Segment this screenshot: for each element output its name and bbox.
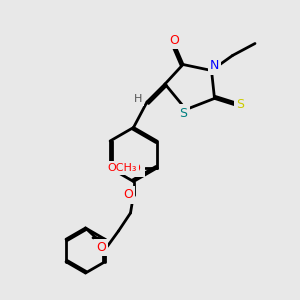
Text: O: O <box>169 34 179 47</box>
Text: S: S <box>236 98 244 112</box>
Text: N: N <box>210 59 219 73</box>
Text: O: O <box>96 241 106 254</box>
Text: OCH₃: OCH₃ <box>108 163 137 173</box>
Text: O: O <box>123 188 133 202</box>
Text: H: H <box>134 94 142 104</box>
Text: Cl: Cl <box>130 161 142 175</box>
Text: S: S <box>180 106 188 120</box>
Text: O: O <box>130 161 140 175</box>
